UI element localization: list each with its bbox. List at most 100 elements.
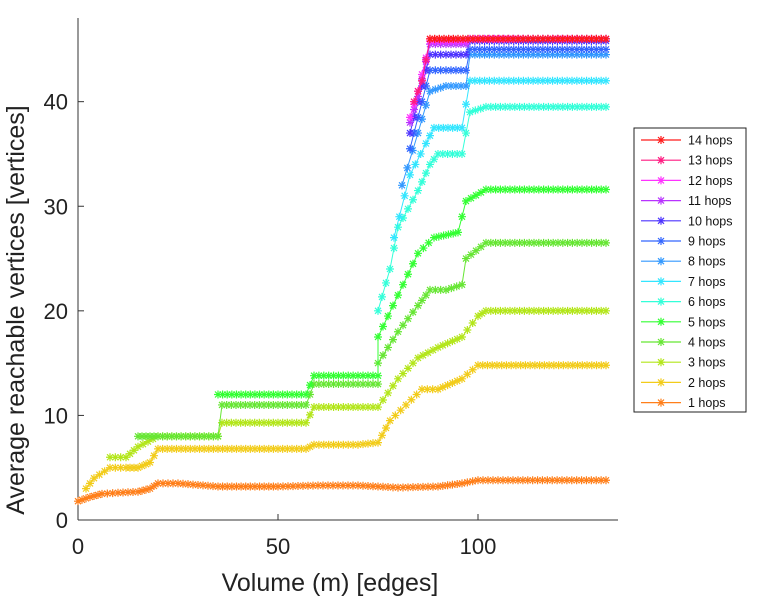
data-point-1-hops (434, 482, 442, 491)
data-point-6-hops (430, 155, 438, 164)
data-point-5-hops (278, 390, 287, 399)
data-point-3-hops (310, 403, 318, 412)
data-point-3-hops (250, 418, 259, 427)
data-point-7-hops (490, 76, 499, 85)
data-point-9-hops (500, 45, 508, 54)
legend-marker (657, 196, 665, 205)
data-point-4-hops (592, 238, 601, 247)
data-point-3-hops (144, 437, 152, 446)
data-point-7-hops (519, 76, 528, 85)
data-point-6-hops (486, 102, 495, 111)
data-point-1-hops (146, 484, 154, 493)
data-point-3-hops (278, 418, 287, 427)
data-point-8-hops (485, 50, 494, 59)
data-point-1-hops (463, 478, 472, 487)
data-point-10-hops (442, 50, 450, 59)
legend: 14 hops 13 hops 12 hops 11 hops 10 hops 9 hop… (633, 127, 747, 413)
data-point-1-hops (334, 481, 342, 490)
data-point-14-hops (435, 34, 444, 43)
data-point-1-hops (246, 482, 255, 491)
data-point-4-hops (539, 238, 548, 247)
data-point-4-hops (274, 400, 282, 409)
data-point-1-hops (194, 480, 202, 489)
data-point-1-hops (468, 477, 477, 486)
data-point-5-hops (549, 185, 558, 194)
data-point-2-hops (516, 361, 525, 370)
data-point-3-hops (369, 403, 377, 412)
data-point-14-hops (426, 34, 434, 43)
data-point-2-hops (545, 361, 554, 370)
data-point-8-hops (529, 50, 538, 59)
data-point-5-hops (587, 185, 596, 194)
data-point-9-hops (592, 45, 601, 54)
data-point-3-hops (558, 306, 567, 315)
data-point-3-hops (525, 306, 534, 315)
data-point-1-hops (274, 482, 282, 491)
data-point-1-hops (399, 483, 407, 492)
data-point-9-hops (572, 45, 581, 54)
data-point-1-hops (299, 481, 307, 490)
data-point-1-hops (553, 476, 562, 485)
data-point-10-hops (406, 129, 414, 138)
legend-marker (657, 358, 665, 367)
legend-item-1-hops: 1 hops (641, 396, 726, 410)
data-point-6-hops (544, 102, 553, 111)
data-point-9-hops (495, 45, 504, 54)
data-point-3-hops (106, 453, 114, 462)
data-point-4-hops (554, 238, 562, 247)
data-point-9-hops (597, 45, 606, 54)
y-tick-label: 0 (56, 508, 68, 533)
data-point-3-hops (468, 319, 477, 328)
data-point-3-hops (404, 364, 412, 373)
legend-item-4-hops: 4 hops (641, 336, 726, 350)
legend-label: 14 hops (688, 134, 732, 148)
data-point-9-hops (475, 45, 484, 54)
data-point-5-hops (592, 185, 601, 194)
data-point-3-hops (399, 369, 407, 378)
data-point-4-hops (163, 432, 172, 441)
data-point-2-hops (443, 381, 452, 390)
data-point-5-hops (568, 185, 577, 194)
data-point-2-hops (564, 361, 573, 370)
data-point-8-hops (582, 50, 591, 59)
data-point-1-hops (514, 476, 522, 485)
y-tick-label: 20 (44, 299, 68, 324)
data-point-5-hops (324, 371, 333, 380)
data-point-8-hops (462, 81, 470, 90)
data-point-14-hops (582, 34, 591, 43)
data-point-3-hops (554, 306, 562, 315)
data-point-2-hops (314, 440, 323, 449)
data-point-1-hops (150, 482, 158, 491)
data-point-2-hops (227, 444, 236, 453)
data-point-8-hops (519, 50, 528, 59)
data-point-1-hops (94, 490, 102, 499)
data-point-9-hops (538, 45, 547, 54)
data-point-5-hops (214, 390, 222, 399)
series-7-hops (390, 76, 610, 242)
data-point-4-hops (558, 238, 567, 247)
data-point-7-hops (538, 76, 547, 85)
data-point-3-hops (414, 353, 422, 362)
data-point-14-hops (469, 34, 477, 43)
data-point-8-hops (431, 85, 440, 94)
data-point-7-hops (602, 76, 610, 85)
data-point-4-hops (597, 238, 606, 247)
data-point-4-hops (389, 335, 397, 344)
data-point-7-hops (577, 76, 586, 85)
legend-item-9-hops: 9 hops (641, 235, 726, 249)
data-point-1-hops (199, 481, 207, 490)
data-point-5-hops (563, 185, 572, 194)
data-point-4-hops (544, 238, 553, 247)
data-point-4-hops (462, 254, 470, 263)
data-point-5-hops (544, 185, 553, 194)
data-point-2-hops (106, 463, 114, 472)
data-point-3-hops (434, 343, 442, 352)
data-point-9-hops (519, 45, 528, 54)
data-point-6-hops (390, 244, 398, 253)
data-point-9-hops (558, 45, 567, 54)
data-point-5-hops (506, 185, 514, 194)
data-point-4-hops (379, 351, 387, 360)
data-point-14-hops (499, 34, 507, 43)
data-point-5-hops (241, 390, 250, 399)
data-point-5-hops (467, 194, 475, 203)
